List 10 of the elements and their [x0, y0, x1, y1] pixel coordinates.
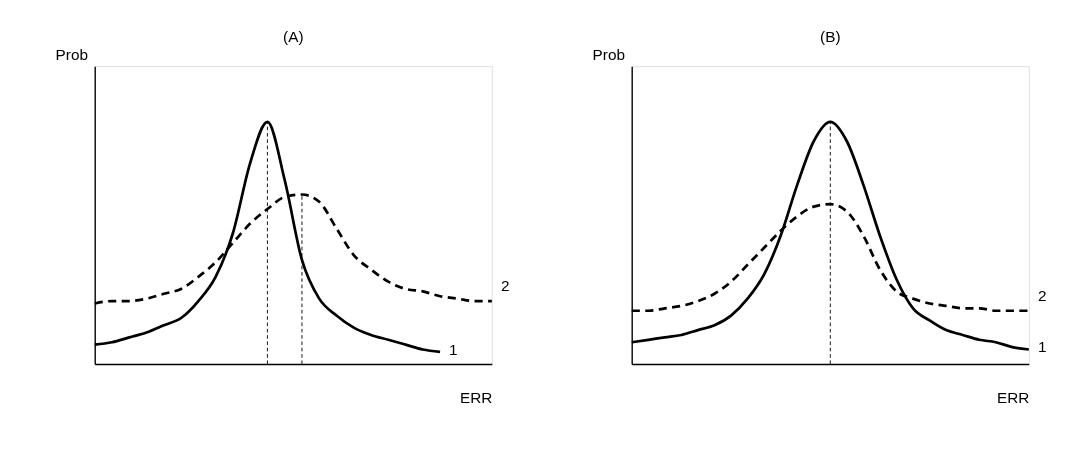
y-axis-title: Prob — [55, 46, 88, 64]
chart-title: (B) — [820, 27, 841, 45]
x-axis-title: ERR — [996, 389, 1030, 407]
y-axis-title: Prob — [592, 46, 625, 64]
chart-title: (A) — [283, 27, 304, 45]
series-label: 1 — [449, 340, 458, 358]
series-label: 2 — [500, 277, 510, 295]
x-axis-title: ERR — [459, 389, 493, 407]
series-label: 1 — [1037, 338, 1047, 356]
series-label: 2 — [1037, 286, 1047, 304]
